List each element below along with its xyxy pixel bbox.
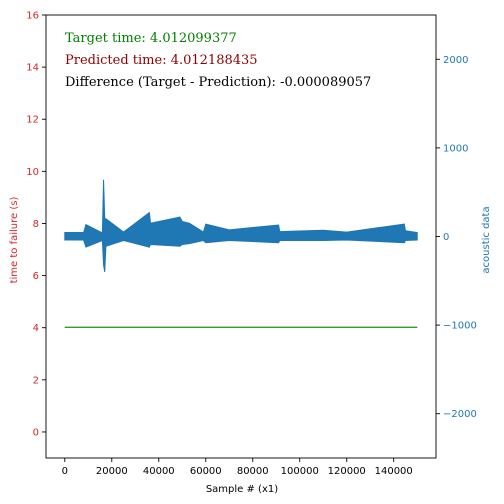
y2-tick-label-1: −1000 [443, 321, 477, 332]
y-axis-label: time to failure (s) [9, 197, 20, 284]
y-tick-label-8: 16 [26, 11, 39, 22]
y-tick-label-1: 2 [33, 375, 39, 386]
acoustic-signal-envelope [64, 179, 418, 273]
x-tick-label-4: 80000 [237, 466, 269, 477]
x-tick-label-0: 0 [62, 466, 68, 477]
x-tick-label-3: 60000 [190, 466, 222, 477]
y-tick-label-0: 0 [33, 427, 39, 438]
y-tick-label-6: 12 [26, 115, 39, 126]
predicted-time-annotation: Predicted time: 4.012188435 [65, 53, 258, 68]
target-time-annotation: Target time: 4.012099377 [65, 31, 237, 46]
difference-annotation: Difference (Target - Prediction): -0.000… [65, 75, 371, 90]
y2-tick-label-0: −2000 [443, 409, 477, 420]
y-tick-label-3: 6 [33, 271, 39, 282]
x-axis-label: Sample # (x1) [206, 484, 278, 495]
y-tick-label-4: 8 [33, 219, 39, 230]
x-tick-label-2: 40000 [143, 466, 175, 477]
x-tick-label-7: 140000 [375, 466, 413, 477]
axes: 0 20000 40000 60000 80000 100000 120000 1400000… [26, 11, 477, 478]
y-tick-label-2: 4 [33, 323, 39, 334]
y2-tick-label-2: 0 [443, 232, 449, 243]
x-tick-label-6: 120000 [328, 466, 366, 477]
plot-area [64, 179, 418, 328]
x-tick-label-1: 20000 [96, 466, 128, 477]
y-tick-label-7: 14 [26, 63, 39, 74]
y2-axis-label: acoustic data [481, 206, 492, 273]
x-tick-label-5: 100000 [281, 466, 319, 477]
y2-tick-label-3: 1000 [443, 143, 468, 154]
y2-tick-label-4: 2000 [443, 55, 468, 66]
annotations: Target time: 4.012099377 Predicted time:… [65, 31, 371, 90]
y-tick-label-5: 10 [26, 167, 39, 178]
